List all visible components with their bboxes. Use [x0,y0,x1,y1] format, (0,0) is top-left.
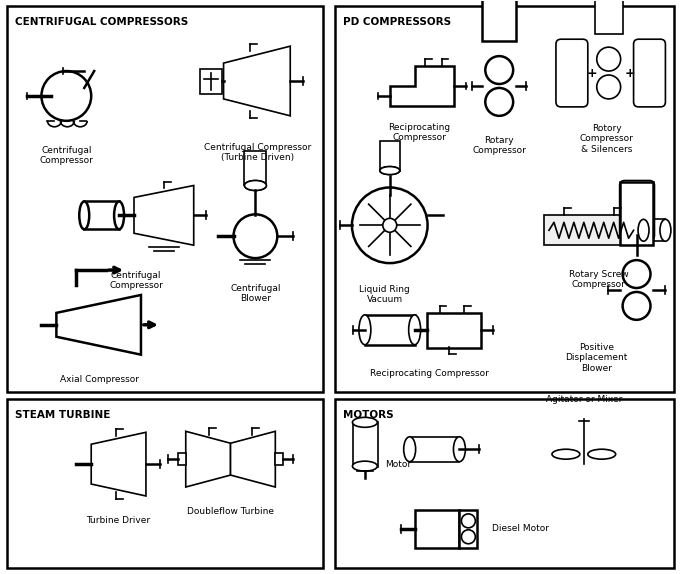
Bar [410,437,460,462]
Circle shape [597,75,620,99]
Ellipse shape [353,461,377,471]
Circle shape [42,71,91,121]
Bar [426,313,481,348]
FancyBboxPatch shape [620,180,654,241]
Text: Centrifugal
Compressor: Centrifugal Compressor [39,146,93,165]
Ellipse shape [244,180,266,191]
Polygon shape [186,431,231,487]
Bar [7,6,323,393]
Text: Rotory
Compressor
& Silencers: Rotory Compressor & Silencers [580,124,633,154]
Text: Centrifugal
Compressor: Centrifugal Compressor [109,271,163,290]
Circle shape [383,218,397,232]
Text: Reciprocating
Compressor: Reciprocating Compressor [389,123,451,142]
Ellipse shape [409,315,421,345]
Text: Positive
Displacement
Blower: Positive Displacement Blower [565,343,628,373]
Ellipse shape [114,201,124,229]
Bar [415,510,460,548]
Text: +: + [624,67,635,80]
Polygon shape [390,66,454,106]
Text: +: + [587,67,597,80]
Text: Reciprocating Compressor: Reciprocating Compressor [370,369,489,378]
Circle shape [352,188,428,263]
FancyBboxPatch shape [633,39,665,107]
Ellipse shape [359,315,371,345]
Bar [482,0,516,41]
Text: Liquid Ring
Vacuum: Liquid Ring Vacuum [360,285,410,304]
FancyBboxPatch shape [556,39,588,107]
Ellipse shape [638,219,649,241]
Polygon shape [134,185,193,245]
Circle shape [486,56,513,84]
Ellipse shape [552,449,580,459]
Bar [544,215,639,245]
Text: Centrifugal Compressor
(Turbine Driven): Centrifugal Compressor (Turbine Driven) [204,143,311,162]
Text: MOTORS: MOTORS [343,410,394,420]
Circle shape [234,214,277,258]
Bar [7,400,323,568]
Ellipse shape [244,180,266,191]
Circle shape [462,514,475,528]
Ellipse shape [353,417,377,427]
Bar [620,181,654,245]
Ellipse shape [660,219,671,241]
Bar [365,315,415,345]
Ellipse shape [404,437,415,461]
Polygon shape [91,432,146,496]
Text: Diesel Motor: Diesel Motor [492,524,550,533]
Bar [380,141,400,170]
Polygon shape [223,46,290,116]
Bar [335,6,674,393]
Bar [275,453,283,465]
Circle shape [622,260,650,288]
Text: Rotary
Compressor: Rotary Compressor [473,135,526,155]
Bar [200,69,221,94]
Text: Axial Compressor: Axial Compressor [60,375,139,383]
Polygon shape [231,431,275,487]
Text: Rotary Screw
Compressor: Rotary Screw Compressor [569,270,629,289]
Text: Centrifugal
Blower: Centrifugal Blower [230,284,281,304]
Text: Turbine Driver: Turbine Driver [86,516,150,525]
Ellipse shape [380,166,400,174]
Circle shape [622,292,650,320]
Bar [244,150,266,185]
Ellipse shape [79,201,89,229]
Text: STEAM TURBINE: STEAM TURBINE [14,410,110,420]
Circle shape [597,47,620,71]
Bar [178,453,186,465]
Ellipse shape [454,437,465,461]
Text: Doubleflow Turbine: Doubleflow Turbine [187,507,274,516]
Bar [644,219,665,241]
Bar [335,400,674,568]
Text: Agitator or Mixer: Agitator or Mixer [545,395,622,405]
Ellipse shape [588,449,616,459]
Bar [460,510,477,548]
Text: Motor: Motor [385,460,411,468]
Text: CENTRIFUGAL COMPRESSORS: CENTRIFUGAL COMPRESSORS [14,17,188,28]
Polygon shape [57,295,141,355]
Text: PD COMPRESSORS: PD COMPRESSORS [343,17,451,28]
Bar [84,201,119,229]
Ellipse shape [380,166,400,174]
Bar [595,0,622,34]
Circle shape [462,530,475,544]
Circle shape [486,88,513,116]
Bar [353,422,378,467]
